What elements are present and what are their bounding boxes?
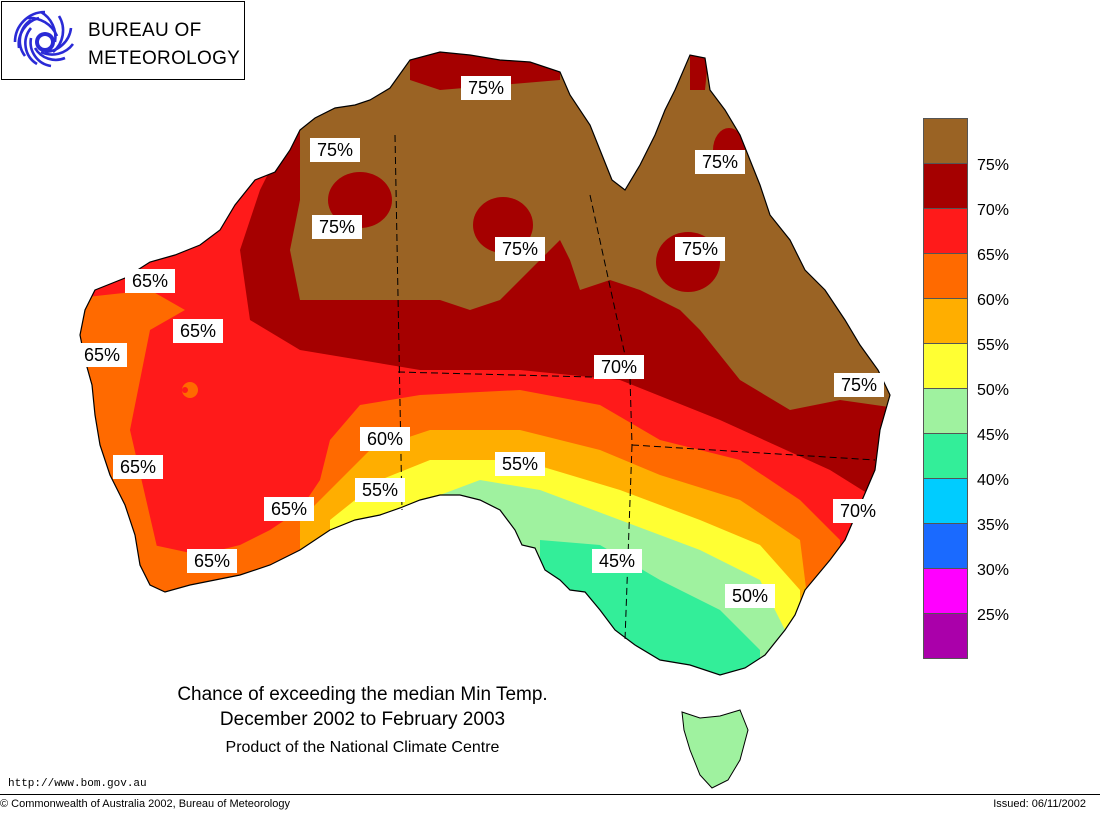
probability-label: 60% <box>360 427 410 451</box>
legend-label: 65% <box>977 247 1010 264</box>
svg-text:70%: 70% <box>840 501 876 521</box>
caption-period: December 2002 to February 2003 <box>219 709 506 730</box>
svg-text:75%: 75% <box>319 217 355 237</box>
legend-swatch <box>924 209 967 254</box>
probability-label: 70% <box>594 355 644 379</box>
legend-label: 45% <box>977 427 1010 444</box>
map-labels: 75% 75% 75% 75% 75% 75% 75% 65% 65% 65% 70% 60% 55% 5… <box>77 76 884 608</box>
probability-label: 75% <box>461 76 511 100</box>
legend-swatch <box>924 479 967 524</box>
legend-label: 35% <box>977 517 1010 534</box>
caption-title: Chance of exceeding the median Min Temp. <box>177 684 548 705</box>
legend-swatch <box>924 434 967 479</box>
probability-label: 65% <box>173 319 223 343</box>
website-url: http://www.bom.gov.au <box>8 778 147 790</box>
svg-text:70%: 70% <box>601 357 637 377</box>
probability-label: 65% <box>77 343 127 367</box>
legend-label: 40% <box>977 472 1010 489</box>
footer-divider <box>0 794 1100 795</box>
svg-text:45%: 45% <box>599 551 635 571</box>
legend-swatch <box>924 614 967 659</box>
svg-text:65%: 65% <box>120 457 156 477</box>
probability-label: 75% <box>695 150 745 174</box>
svg-text:75%: 75% <box>682 239 718 259</box>
legend-label: 55% <box>977 337 1010 354</box>
legend-label: 50% <box>977 382 1010 399</box>
probability-label: 65% <box>264 497 314 521</box>
legend-swatch <box>924 344 967 389</box>
bom-logo-box: BUREAU OF METEOROLOGY <box>1 1 245 80</box>
legend-swatch <box>924 569 967 614</box>
svg-text:75%: 75% <box>468 78 504 98</box>
legend-swatch <box>924 389 967 434</box>
coastline <box>79 51 891 676</box>
svg-text:60%: 60% <box>367 429 403 449</box>
svg-text:75%: 75% <box>317 140 353 160</box>
legend-label: 70% <box>977 202 1010 219</box>
probability-label: 55% <box>355 478 405 502</box>
map-color-bands <box>80 52 890 675</box>
legend-label: 75% <box>977 157 1010 174</box>
bom-swirl-logo-icon <box>13 10 77 74</box>
probability-label: 75% <box>675 237 725 261</box>
org-name-line2: METEOROLOGY <box>88 48 241 69</box>
probability-label: 75% <box>312 215 362 239</box>
probability-label: 45% <box>592 549 642 573</box>
probability-label: 75% <box>834 373 884 397</box>
svg-text:65%: 65% <box>84 345 120 365</box>
legend-label: 30% <box>977 562 1010 579</box>
probability-label: 65% <box>125 269 175 293</box>
legend-swatch <box>924 164 967 209</box>
tasmania <box>681 709 749 789</box>
svg-text:75%: 75% <box>702 152 738 172</box>
svg-text:50%: 50% <box>732 586 768 606</box>
svg-text:75%: 75% <box>841 375 877 395</box>
probability-label: 50% <box>725 584 775 608</box>
legend-colorbar <box>923 118 968 659</box>
svg-text:75%: 75% <box>502 239 538 259</box>
svg-text:65%: 65% <box>180 321 216 341</box>
issued-date: Issued: 06/11/2002 <box>993 798 1086 810</box>
legend-swatch <box>924 524 967 569</box>
legend-swatch <box>924 254 967 299</box>
probability-label: 70% <box>833 499 883 523</box>
probability-label: 65% <box>187 549 237 573</box>
svg-text:65%: 65% <box>271 499 307 519</box>
legend-swatch <box>924 119 967 164</box>
svg-text:55%: 55% <box>362 480 398 500</box>
probability-label: 65% <box>113 455 163 479</box>
legend-label: 60% <box>977 292 1010 309</box>
probability-label: 55% <box>495 452 545 476</box>
legend-label: 25% <box>977 607 1010 624</box>
svg-text:65%: 65% <box>194 551 230 571</box>
probability-label: 75% <box>495 237 545 261</box>
probability-label: 75% <box>310 138 360 162</box>
caption-product: Product of the National Climate Centre <box>225 739 500 756</box>
legend-swatch <box>924 299 967 344</box>
org-name-line1: BUREAU OF <box>88 20 202 41</box>
copyright-text: © Commonwealth of Australia 2002, Bureau… <box>0 798 290 810</box>
svg-text:55%: 55% <box>502 454 538 474</box>
svg-text:65%: 65% <box>132 271 168 291</box>
